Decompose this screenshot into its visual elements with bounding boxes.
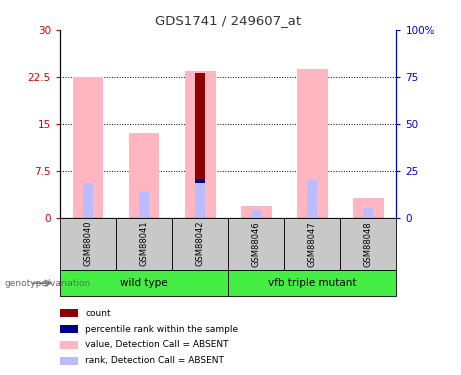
Bar xyxy=(228,217,284,270)
Text: GSM88046: GSM88046 xyxy=(252,221,261,267)
Bar xyxy=(241,206,272,218)
Text: GSM88048: GSM88048 xyxy=(364,221,373,267)
Bar xyxy=(60,270,228,296)
Text: wild type: wild type xyxy=(120,278,168,288)
Bar xyxy=(72,77,103,218)
Bar xyxy=(251,210,261,218)
Bar xyxy=(60,357,77,364)
Text: percentile rank within the sample: percentile rank within the sample xyxy=(85,325,238,334)
Bar xyxy=(284,217,340,270)
Bar xyxy=(60,341,77,349)
Text: GSM88042: GSM88042 xyxy=(195,221,205,267)
Bar xyxy=(83,183,93,218)
Title: GDS1741 / 249607_at: GDS1741 / 249607_at xyxy=(155,15,301,27)
Bar xyxy=(139,191,149,217)
Bar xyxy=(195,183,205,218)
Bar xyxy=(195,72,205,217)
Text: value, Detection Call = ABSENT: value, Detection Call = ABSENT xyxy=(85,340,229,350)
Bar xyxy=(195,179,205,183)
Bar xyxy=(297,69,328,218)
Text: count: count xyxy=(85,309,111,318)
Bar xyxy=(60,217,116,270)
Bar xyxy=(60,309,77,317)
Text: rank, Detection Call = ABSENT: rank, Detection Call = ABSENT xyxy=(85,356,224,365)
Text: vfb triple mutant: vfb triple mutant xyxy=(268,278,356,288)
Bar xyxy=(185,70,216,217)
Text: GSM88041: GSM88041 xyxy=(140,221,148,267)
Bar xyxy=(363,208,373,218)
Bar xyxy=(172,217,228,270)
Text: GSM88040: GSM88040 xyxy=(83,221,93,267)
Bar xyxy=(307,180,317,218)
Bar xyxy=(353,198,384,217)
Bar xyxy=(129,133,160,218)
Bar xyxy=(116,217,172,270)
Bar xyxy=(60,326,77,333)
Text: GSM88047: GSM88047 xyxy=(308,221,317,267)
Bar xyxy=(228,270,396,296)
Text: genotype/variation: genotype/variation xyxy=(5,279,91,288)
Bar xyxy=(340,217,396,270)
